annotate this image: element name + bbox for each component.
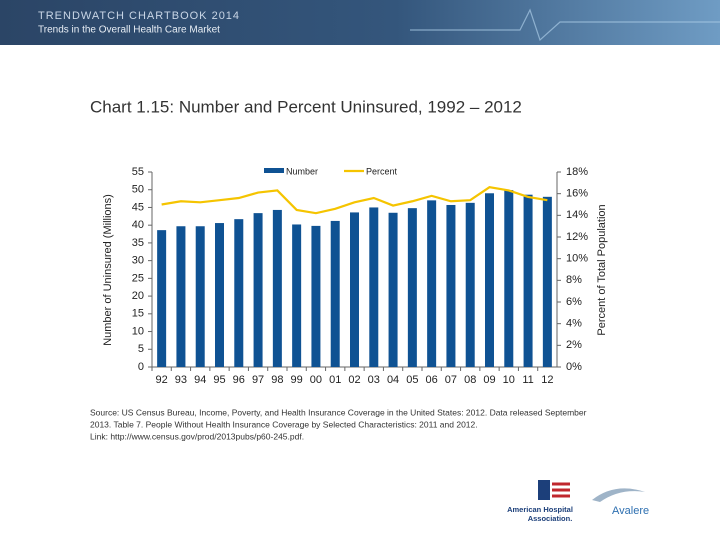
logo-icon <box>592 488 645 502</box>
bar <box>195 226 205 367</box>
y-axis-label: Number of Uninsured (Millions) <box>102 194 114 346</box>
y-tick-label: 40 <box>132 219 144 231</box>
y2-tick-label: 8% <box>566 274 582 286</box>
y2-tick-label: 2% <box>566 339 582 351</box>
x-tick-label: 01 <box>329 374 341 386</box>
bar <box>176 226 186 367</box>
y2-tick-label: 14% <box>566 209 588 221</box>
bar <box>369 207 379 367</box>
aha-logo: American Hospital Association. <box>507 480 573 523</box>
header-subtitle: Trends in the Overall Health Care Market <box>38 25 220 36</box>
bar <box>465 202 475 367</box>
y2-tick-label: 0% <box>566 361 582 373</box>
legend-swatch <box>264 168 284 173</box>
bar <box>388 212 398 367</box>
bar <box>427 200 437 367</box>
bar <box>407 208 417 367</box>
logo-text: Avalere <box>612 505 649 517</box>
source-line: Link: http://www.census.gov/prod/2013pub… <box>90 431 304 441</box>
y-tick-label: 5 <box>138 343 144 355</box>
x-tick-label: 03 <box>368 374 380 386</box>
bar <box>215 223 224 367</box>
x-tick-label: 00 <box>310 374 322 386</box>
bar <box>330 220 340 367</box>
y-tick-label: 20 <box>132 290 144 302</box>
logo-icon <box>552 482 570 498</box>
y-tick-label: 0 <box>138 361 144 373</box>
bar <box>446 204 456 367</box>
y-tick-label: 45 <box>132 201 144 213</box>
y2-tick-label: 10% <box>566 253 588 265</box>
source-line: 2013. Table 7. People Without Health Ins… <box>90 419 478 429</box>
x-tick-label: 02 <box>348 374 360 386</box>
bar <box>272 209 282 367</box>
bar <box>311 225 321 367</box>
x-tick-label: 12 <box>541 374 553 386</box>
y-tick-label: 25 <box>132 272 144 284</box>
bar <box>542 196 552 367</box>
logo-icon <box>538 480 550 500</box>
header-decoration <box>410 8 720 42</box>
bar <box>234 219 244 367</box>
y-tick-label: 30 <box>132 255 144 267</box>
x-tick-label: 04 <box>387 374 399 386</box>
logo-text: American Hospital <box>507 505 573 514</box>
header-title: TRENDWATCH CHARTBOOK 2014 <box>38 10 240 22</box>
x-tick-label: 11 <box>522 374 533 386</box>
x-tick-label: 96 <box>233 374 245 386</box>
avalere-logo: Avalere <box>592 488 649 517</box>
x-tick-label: 92 <box>156 374 168 386</box>
chart-title: Chart 1.15: Number and Percent Uninsured… <box>90 97 522 116</box>
legend-label: Percent <box>366 166 398 176</box>
x-tick-label: 99 <box>291 374 303 386</box>
x-tick-label: 98 <box>271 374 283 386</box>
bar <box>292 224 302 367</box>
y2-axis-label: Percent of Total Population <box>596 204 608 335</box>
x-tick-label: 06 <box>426 374 438 386</box>
bar <box>485 193 494 367</box>
x-tick-label: 08 <box>464 374 476 386</box>
bar <box>504 190 514 367</box>
y-tick-label: 10 <box>132 325 144 337</box>
y2-tick-label: 12% <box>566 231 588 243</box>
x-tick-label: 97 <box>252 374 264 386</box>
y-tick-label: 50 <box>132 184 144 196</box>
source-line: Source: US Census Bureau, Income, Povert… <box>90 407 587 417</box>
x-tick-label: 93 <box>175 374 187 386</box>
y2-tick-label: 6% <box>566 296 582 308</box>
x-tick-label: 95 <box>213 374 225 386</box>
bar <box>523 194 533 367</box>
bar <box>157 230 167 367</box>
y2-tick-label: 16% <box>566 188 588 200</box>
bar <box>253 213 263 367</box>
line <box>161 186 548 215</box>
legend-label: Number <box>286 166 318 176</box>
x-tick-label: 09 <box>483 374 495 386</box>
bar <box>350 212 359 367</box>
y-tick-label: 55 <box>132 166 144 178</box>
logo-text: Association. <box>528 514 573 523</box>
x-tick-label: 94 <box>194 374 206 386</box>
y-tick-label: 15 <box>132 308 144 320</box>
y2-tick-label: 18% <box>566 166 588 178</box>
x-tick-label: 10 <box>503 374 515 386</box>
x-tick-label: 07 <box>445 374 457 386</box>
y2-tick-label: 4% <box>566 318 582 330</box>
y-tick-label: 35 <box>132 237 144 249</box>
x-tick-label: 05 <box>406 374 418 386</box>
